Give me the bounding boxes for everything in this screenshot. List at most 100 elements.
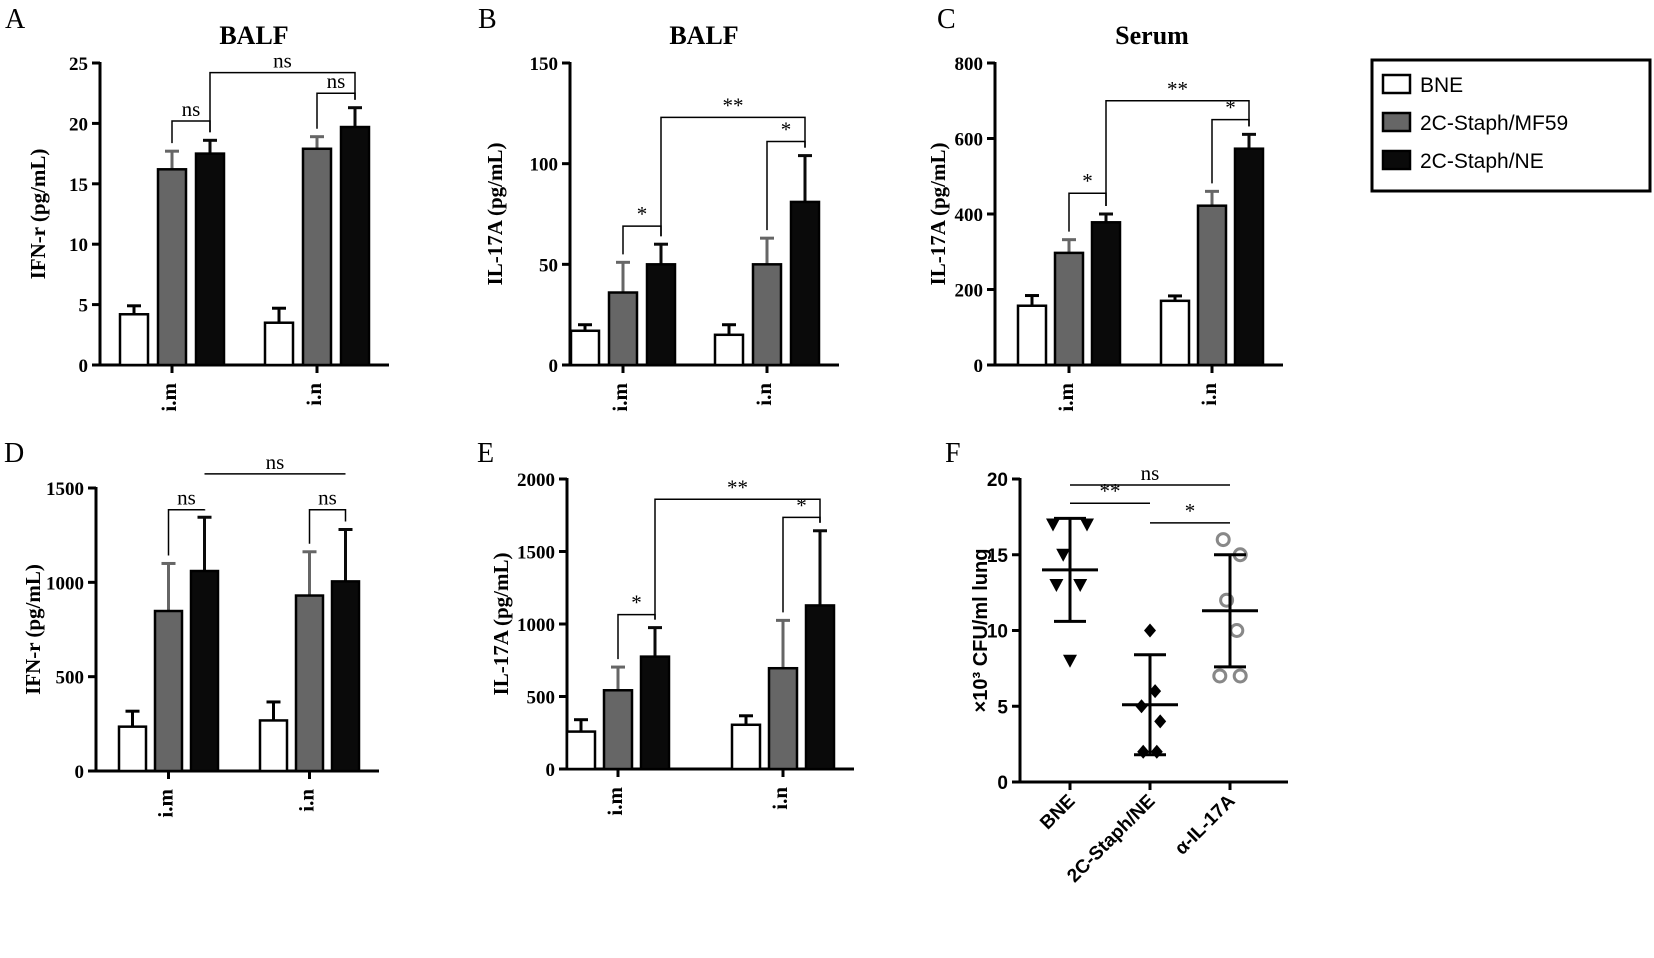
y-tick-label: 0 xyxy=(79,356,89,377)
data-point-bne xyxy=(1073,579,1088,593)
bar-2c-staph-mf59 xyxy=(294,594,325,773)
y-tick-label: 2000 xyxy=(517,470,555,491)
significance-label: ** xyxy=(723,93,744,117)
y-tick-label: 800 xyxy=(955,54,984,75)
x-tick-label: i.n xyxy=(1197,383,1221,406)
legend-swatch xyxy=(1381,73,1412,95)
significance-label: ns xyxy=(182,97,201,121)
y-axis-label: IL-17A (pg/mL) xyxy=(489,553,513,696)
y-tick-label: 500 xyxy=(56,668,85,689)
panel-letter: B xyxy=(478,4,497,35)
bar-2c-staph-mf59 xyxy=(1053,251,1085,367)
panel-letter: A xyxy=(5,4,26,35)
data-point-2c-staph-ne xyxy=(1149,684,1162,699)
y-tick-label: 1500 xyxy=(517,543,555,564)
y-tick-label: 0 xyxy=(997,773,1008,794)
bar-2c-staph-mf59 xyxy=(751,263,783,367)
data-point-anti-il-17a xyxy=(1215,532,1231,548)
bar-2c-staph-ne xyxy=(194,152,226,367)
bar-bne xyxy=(730,723,762,771)
data-point-2c-staph-ne xyxy=(1135,699,1148,714)
significance-label: ** xyxy=(727,475,748,499)
data-point-bne xyxy=(1046,518,1060,532)
y-tick-label: 15 xyxy=(987,546,1009,567)
y-tick-label: 5 xyxy=(997,697,1008,718)
y-tick-label: 0 xyxy=(75,762,85,783)
y-tick-label: 400 xyxy=(955,205,984,226)
panel-letter: E xyxy=(477,438,494,469)
y-tick-label: 25 xyxy=(69,54,88,75)
bar-2c-staph-ne xyxy=(1090,221,1122,367)
significance-bracket xyxy=(617,613,656,660)
panel-title: BALF xyxy=(669,21,738,50)
data-point-anti-il-17a xyxy=(1229,623,1245,638)
panel-title: Serum xyxy=(1115,21,1189,50)
bar-bne xyxy=(117,725,148,773)
bar-2c-staph-ne xyxy=(330,580,361,773)
significance-label: * xyxy=(1185,499,1196,523)
y-tick-label: 10 xyxy=(987,622,1008,643)
significance-label: * xyxy=(781,118,792,142)
y-tick-label: 1000 xyxy=(46,573,84,594)
legend-label: 2C-Staph/MF59 xyxy=(1420,112,1568,135)
x-tick-label: BNE xyxy=(1036,791,1079,834)
significance-label: ns xyxy=(318,486,337,510)
y-axis-label: ×10³ CFU/ml lung xyxy=(970,549,992,713)
bar-2c-staph-mf59 xyxy=(767,666,799,771)
bar-2c-staph-mf59 xyxy=(156,168,188,367)
bar-2c-staph-mf59 xyxy=(1196,204,1228,367)
data-point-2c-staph-ne xyxy=(1150,744,1163,759)
legend-swatch xyxy=(1381,111,1412,133)
significance-label: * xyxy=(631,591,642,615)
significance-bracket xyxy=(316,92,356,129)
y-tick-label: 1000 xyxy=(517,615,555,636)
significance-label: ns xyxy=(327,69,346,93)
panel-a: A BALF IFN-r (pg/mL) 0 5 10 15 20 25 i.m i.n ns ns ns xyxy=(5,4,389,412)
panel-c: C Serum IL-17A (pg/mL) 0 200 400 600 800 i.m i.n *… xyxy=(926,4,1283,412)
significance-label: ns xyxy=(273,49,292,73)
bar-2c-staph-ne xyxy=(645,263,677,367)
x-tick-label: α-IL-17A xyxy=(1171,790,1240,859)
y-tick-label: 100 xyxy=(530,155,559,176)
bar-2c-staph-ne xyxy=(1233,147,1265,367)
bar-bne xyxy=(118,313,150,367)
significance-bracket xyxy=(622,225,662,255)
y-tick-label: 600 xyxy=(955,130,984,151)
significance-label: ns xyxy=(266,450,285,474)
bar-bne xyxy=(569,329,601,367)
legend: BNE 2C-Staph/MF59 2C-Staph/NE xyxy=(1370,58,1652,193)
x-tick-label: i.m xyxy=(157,382,181,411)
bar-2c-staph-ne xyxy=(339,125,371,367)
y-tick-label: 0 xyxy=(546,760,556,781)
legend-label: 2C-Staph/NE xyxy=(1420,150,1544,173)
x-tick-label: i.m xyxy=(154,788,178,817)
y-tick-label: 5 xyxy=(79,296,89,317)
data-point-bne xyxy=(1056,548,1071,562)
y-tick-label: 0 xyxy=(974,356,984,377)
y-tick-label: 0 xyxy=(549,356,559,377)
y-axis-label: IFN-r (pg/mL) xyxy=(26,149,50,280)
significance-bracket xyxy=(209,71,356,133)
significance-label: * xyxy=(1225,96,1236,120)
bar-bne xyxy=(258,719,289,773)
data-point-anti-il-17a xyxy=(1212,668,1228,684)
significance-label: ** xyxy=(1167,77,1188,101)
bar-bne xyxy=(565,730,597,771)
bar-2c-staph-mf59 xyxy=(153,609,184,773)
y-tick-label: 20 xyxy=(69,114,88,135)
x-tick-label: i.m xyxy=(608,382,632,411)
significance-label: ns xyxy=(1141,461,1160,485)
legend-label: BNE xyxy=(1420,74,1463,97)
y-tick-label: 20 xyxy=(987,470,1008,491)
panel-letter: F xyxy=(945,438,961,469)
y-axis-label: IL-17A (pg/mL) xyxy=(483,143,507,286)
bar-bne xyxy=(1159,299,1191,367)
y-tick-label: 500 xyxy=(527,688,556,709)
data-point-2c-staph-ne xyxy=(1144,623,1156,638)
panel-letter: C xyxy=(937,4,956,35)
x-tick-label: i.n xyxy=(295,789,319,812)
panel-d: D IFN-r (pg/mL) 0 500 1000 1500 i.m i.n ns ns ns xyxy=(4,438,379,818)
